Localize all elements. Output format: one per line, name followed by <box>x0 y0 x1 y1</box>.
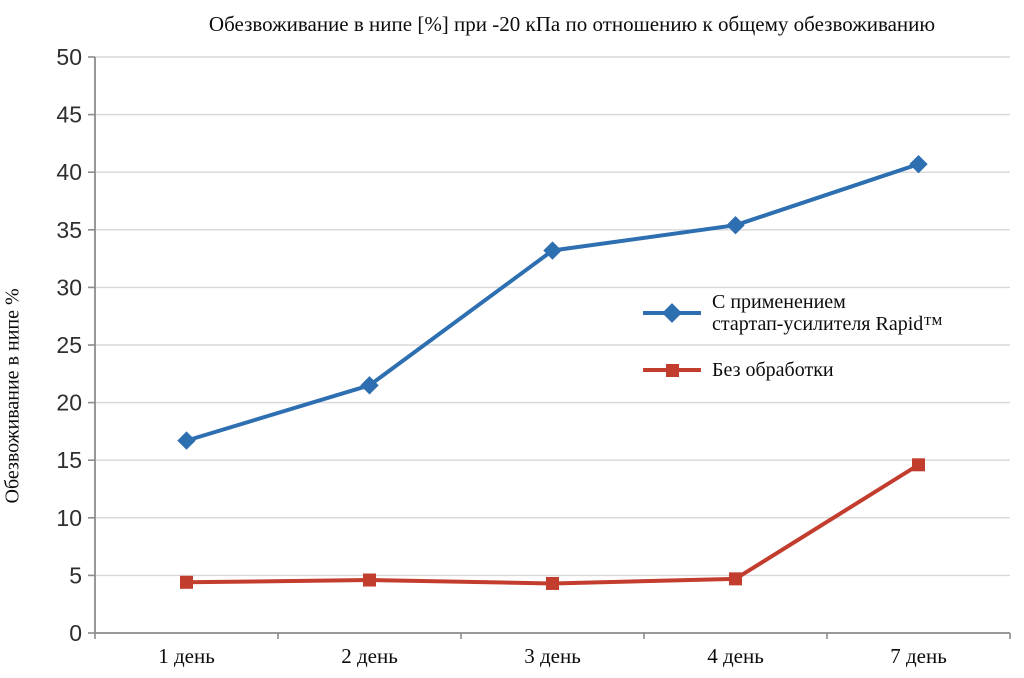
svg-text:35: 35 <box>56 217 82 243</box>
x-axis-label: 1 день <box>158 644 215 668</box>
legend-label-rapid: С применением стартап-усилителя Rapid™ <box>712 291 943 335</box>
x-axis-label: 4 день <box>707 644 764 668</box>
legend-label-rapid-line1: С применением <box>712 291 846 313</box>
svg-text:30: 30 <box>56 274 82 300</box>
x-axis-label: 2 день <box>341 644 398 668</box>
legend-label-untreated: Без обработки <box>712 359 834 381</box>
legend-entry-rapid: С применением стартап-усилителя Rapid™ <box>641 291 943 335</box>
x-axis-labels: 1 день 2 день 3 день 4 день 7 день <box>0 644 1024 674</box>
svg-text:50: 50 <box>56 44 82 70</box>
svg-text:40: 40 <box>56 159 82 185</box>
x-axis-label: 7 день <box>890 644 947 668</box>
legend-label-rapid-line2: стартап-усилителя Rapid™ <box>712 313 943 335</box>
x-axis-label: 3 день <box>524 644 581 668</box>
svg-text:20: 20 <box>56 390 82 416</box>
svg-text:5: 5 <box>69 562 82 588</box>
svg-text:15: 15 <box>56 447 82 473</box>
legend-marker-diamond-icon <box>643 303 701 323</box>
chart-legend: С применением стартап-усилителя Rapid™ Б… <box>641 291 943 381</box>
chart-title: Обезвоживание в нипе [%] при -20 кПа по … <box>208 12 936 36</box>
svg-text:45: 45 <box>56 102 82 128</box>
svg-text:25: 25 <box>56 332 82 358</box>
y-axis-title: Обезвоживание в нипе % <box>1 288 24 504</box>
svg-text:0: 0 <box>69 620 82 646</box>
svg-text:10: 10 <box>56 505 82 531</box>
legend-entry-untreated: Без обработки <box>641 359 943 381</box>
legend-marker-square-icon <box>643 364 701 377</box>
